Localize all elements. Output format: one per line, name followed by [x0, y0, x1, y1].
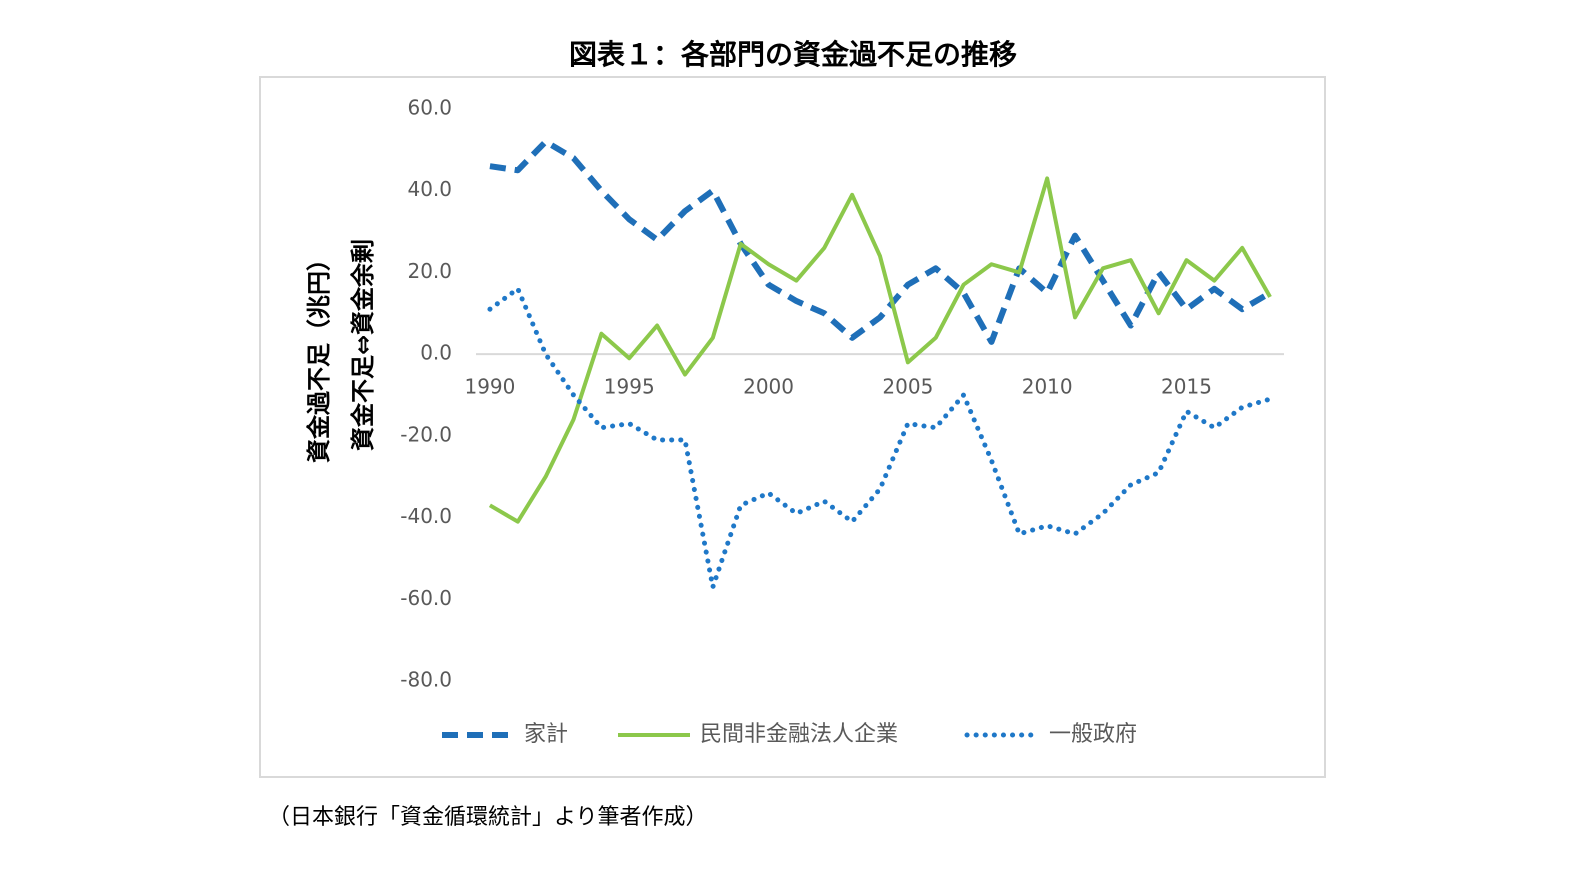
y-tick-label: 60.0 [407, 96, 452, 120]
y-tick-label: -40.0 [400, 504, 452, 528]
y-axis-label: 資金過不足（兆円） [305, 247, 333, 463]
chart-title: 図表１：各部門の資金過不足の推移 [569, 38, 1017, 71]
legend-label: 家計 [524, 722, 568, 747]
legend-label: 一般政府 [1049, 722, 1137, 747]
series-line [489, 138, 1272, 345]
source-note: （日本銀行「資金循環統計」より筆者作成） [268, 805, 708, 830]
x-tick-label: 2015 [1161, 375, 1212, 399]
x-tick-label: 2005 [882, 375, 933, 399]
series-line [487, 286, 1273, 590]
legend-label: 民間非金融法人企業 [700, 722, 898, 747]
x-tick-label: 2000 [743, 375, 794, 399]
y-tick-label: -80.0 [400, 668, 452, 692]
y-tick-label: -60.0 [400, 586, 452, 610]
y-axis-label: 資金不足⇔資金余剰 [349, 239, 377, 451]
x-tick-label: 1995 [604, 375, 655, 399]
y-tick-label: 40.0 [407, 177, 452, 201]
y-tick-label: 0.0 [420, 341, 452, 365]
y-tick-label: 20.0 [407, 259, 452, 283]
chart-frame [259, 76, 1326, 778]
x-tick-label: 1990 [464, 375, 515, 399]
series-line [488, 176, 1272, 524]
y-tick-label: -20.0 [400, 422, 452, 446]
x-tick-label: 2010 [1022, 375, 1073, 399]
